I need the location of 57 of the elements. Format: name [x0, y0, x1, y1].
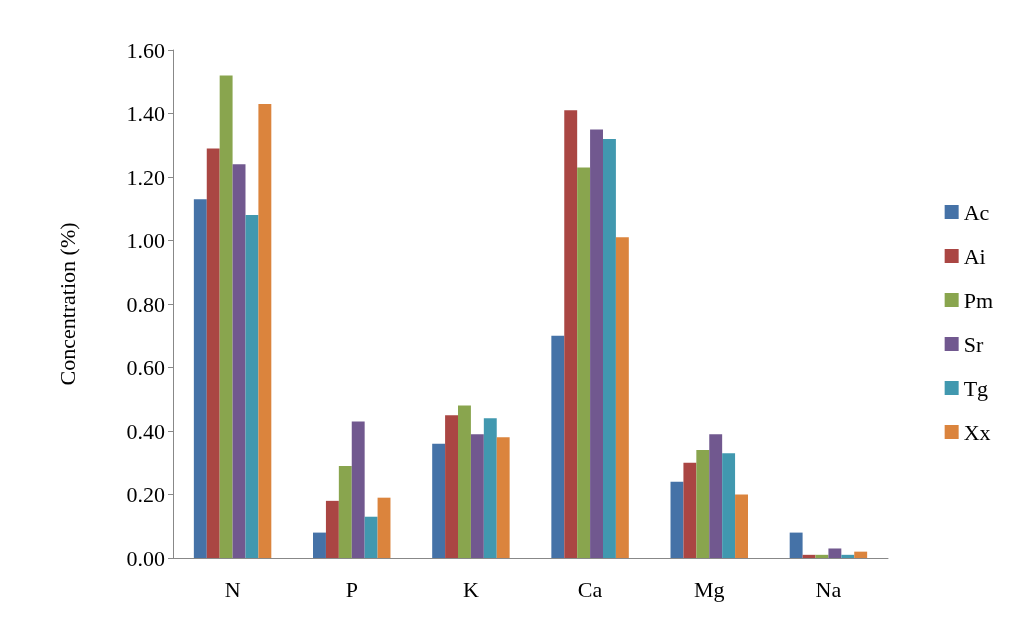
x-tick-label: N — [224, 576, 241, 602]
bar — [432, 443, 446, 558]
bar — [338, 465, 352, 558]
bar — [590, 129, 603, 558]
bar — [735, 494, 748, 558]
x-tick-label: K — [462, 576, 479, 602]
y-tick-label: 0.40 — [126, 418, 165, 444]
bar — [841, 554, 855, 558]
bar — [206, 148, 220, 558]
bar — [193, 199, 207, 558]
legend-label: Sr — [963, 331, 984, 357]
bar — [722, 453, 736, 558]
bar — [483, 418, 497, 558]
bar — [577, 167, 591, 558]
bar — [470, 434, 484, 558]
bar — [364, 516, 378, 558]
legend-label: Ai — [963, 243, 986, 269]
bar — [709, 434, 723, 558]
bar — [854, 551, 868, 558]
legend-label: Xx — [963, 419, 991, 445]
bar — [602, 138, 616, 558]
legend-label: Pm — [963, 287, 994, 313]
bar — [789, 532, 803, 558]
bar — [351, 421, 365, 558]
x-tick-label: Mg — [693, 576, 725, 602]
y-tick-label: 0.20 — [126, 482, 165, 507]
y-tick-label: 0.80 — [126, 291, 165, 317]
y-tick-label: 1.20 — [126, 164, 165, 190]
y-tick-label: 1.40 — [126, 101, 165, 126]
y-axis-title: Concentration (%) — [54, 222, 80, 386]
bar — [445, 415, 459, 558]
bar — [670, 481, 684, 558]
bar — [377, 497, 391, 558]
bar — [828, 548, 842, 558]
y-tick-label: 1.00 — [126, 228, 165, 253]
bar — [325, 500, 339, 558]
y-tick-label: 0.00 — [126, 545, 165, 571]
x-tick-label: Ca — [577, 576, 603, 602]
bar — [245, 215, 259, 558]
bar — [802, 554, 816, 558]
bar — [496, 437, 510, 558]
legend-label: Ac — [963, 199, 990, 225]
bar — [696, 450, 710, 558]
bar — [232, 164, 246, 558]
bar — [564, 110, 578, 558]
bar — [258, 103, 272, 558]
y-tick-label: 1.60 — [126, 37, 165, 63]
legend-label: Tg — [963, 375, 989, 401]
x-tick-label: Na — [815, 576, 842, 602]
bar — [615, 237, 629, 558]
y-tick-label: 0.60 — [126, 355, 165, 380]
bar — [551, 335, 565, 558]
bar — [313, 532, 326, 558]
bar — [219, 75, 233, 558]
x-tick-label: P — [345, 576, 358, 602]
bar — [683, 462, 697, 558]
bar — [458, 405, 471, 558]
